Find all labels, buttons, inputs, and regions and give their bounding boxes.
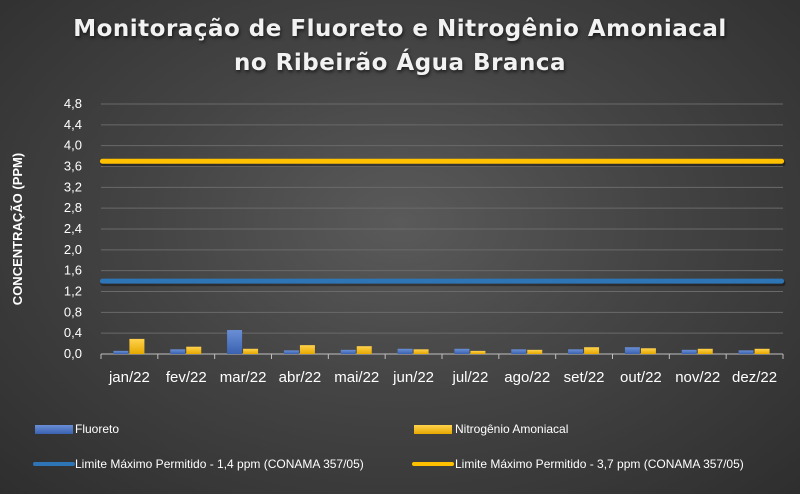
chart-title-line-1: Monitoração de Fluoreto e Nitrogênio Amo…: [73, 16, 727, 42]
bar-nitrogenio: [527, 349, 543, 354]
x-tick-label: dez/22: [732, 369, 777, 386]
y-tick-label: 1,2: [64, 284, 82, 299]
x-tick-label: fev/22: [166, 369, 207, 386]
x-tick-label: jan/22: [108, 369, 150, 386]
legend-label-limit-1-4: Limite Máximo Permitido - 1,4 ppm (CONAM…: [75, 457, 364, 471]
y-tick-label: 1,6: [64, 263, 82, 278]
bar-nitrogenio: [186, 346, 202, 354]
x-tick-label: abr/22: [279, 369, 322, 386]
bar-fluoreto: [170, 349, 186, 354]
bar-nitrogenio: [584, 347, 600, 354]
y-tick-label: 0,4: [64, 325, 82, 340]
y-tick-label: 4,0: [64, 138, 82, 153]
legend-label-limit-3-7: Limite Máximo Permitido - 3,7 ppm (CONAM…: [455, 457, 744, 471]
y-tick-label: 2,0: [64, 242, 82, 257]
bar-nitrogenio: [697, 348, 713, 354]
bar-nitrogenio: [129, 338, 145, 354]
x-tick-label: mai/22: [334, 369, 379, 386]
legend-label-fluoreto: Fluoreto: [75, 422, 120, 436]
y-tick-label: 3,2: [64, 179, 82, 194]
y-tick-label: 2,4: [64, 221, 82, 236]
x-tick-label: nov/22: [675, 369, 720, 386]
chart-title-line-2: no Ribeirão Água Branca: [234, 50, 566, 76]
legend-label-nitrogenio: Nitrogênio Amoniacal: [455, 422, 569, 436]
bar-fluoreto: [113, 350, 129, 354]
y-tick-label: 0,8: [64, 304, 82, 319]
bar-fluoreto: [397, 348, 413, 354]
x-tick-label: mar/22: [220, 369, 267, 386]
x-tick-label: out/22: [620, 369, 662, 386]
bar-fluoreto: [340, 349, 356, 354]
bar-nitrogenio: [413, 349, 429, 354]
bar-fluoreto: [624, 347, 640, 354]
bar-fluoreto: [227, 330, 243, 354]
y-axis-title: CONCENTRAÇÃO (PPM): [10, 153, 25, 305]
y-tick-label: 2,8: [64, 200, 82, 215]
bar-nitrogenio: [299, 345, 315, 354]
y-tick-label: 4,4: [64, 117, 82, 132]
bar-nitrogenio: [754, 348, 770, 354]
x-tick-label: ago/22: [504, 369, 550, 386]
y-tick-label: 3,6: [64, 159, 82, 174]
bar-fluoreto: [283, 350, 299, 354]
bar-fluoreto: [568, 349, 584, 354]
bar-fluoreto: [454, 348, 470, 354]
bar-nitrogenio: [640, 348, 656, 354]
x-tick-label: jul/22: [451, 369, 488, 386]
bar-nitrogenio: [243, 348, 259, 354]
bar-fluoreto: [738, 350, 754, 354]
y-tick-label: 4,8: [64, 96, 82, 111]
bar-fluoreto: [511, 349, 527, 354]
bar-fluoreto: [681, 349, 697, 354]
bar-nitrogenio: [356, 346, 372, 354]
x-tick-label: set/22: [564, 369, 605, 386]
x-tick-label: jun/22: [392, 369, 434, 386]
y-tick-label: 0,0: [64, 346, 82, 361]
bar-nitrogenio: [470, 350, 486, 354]
